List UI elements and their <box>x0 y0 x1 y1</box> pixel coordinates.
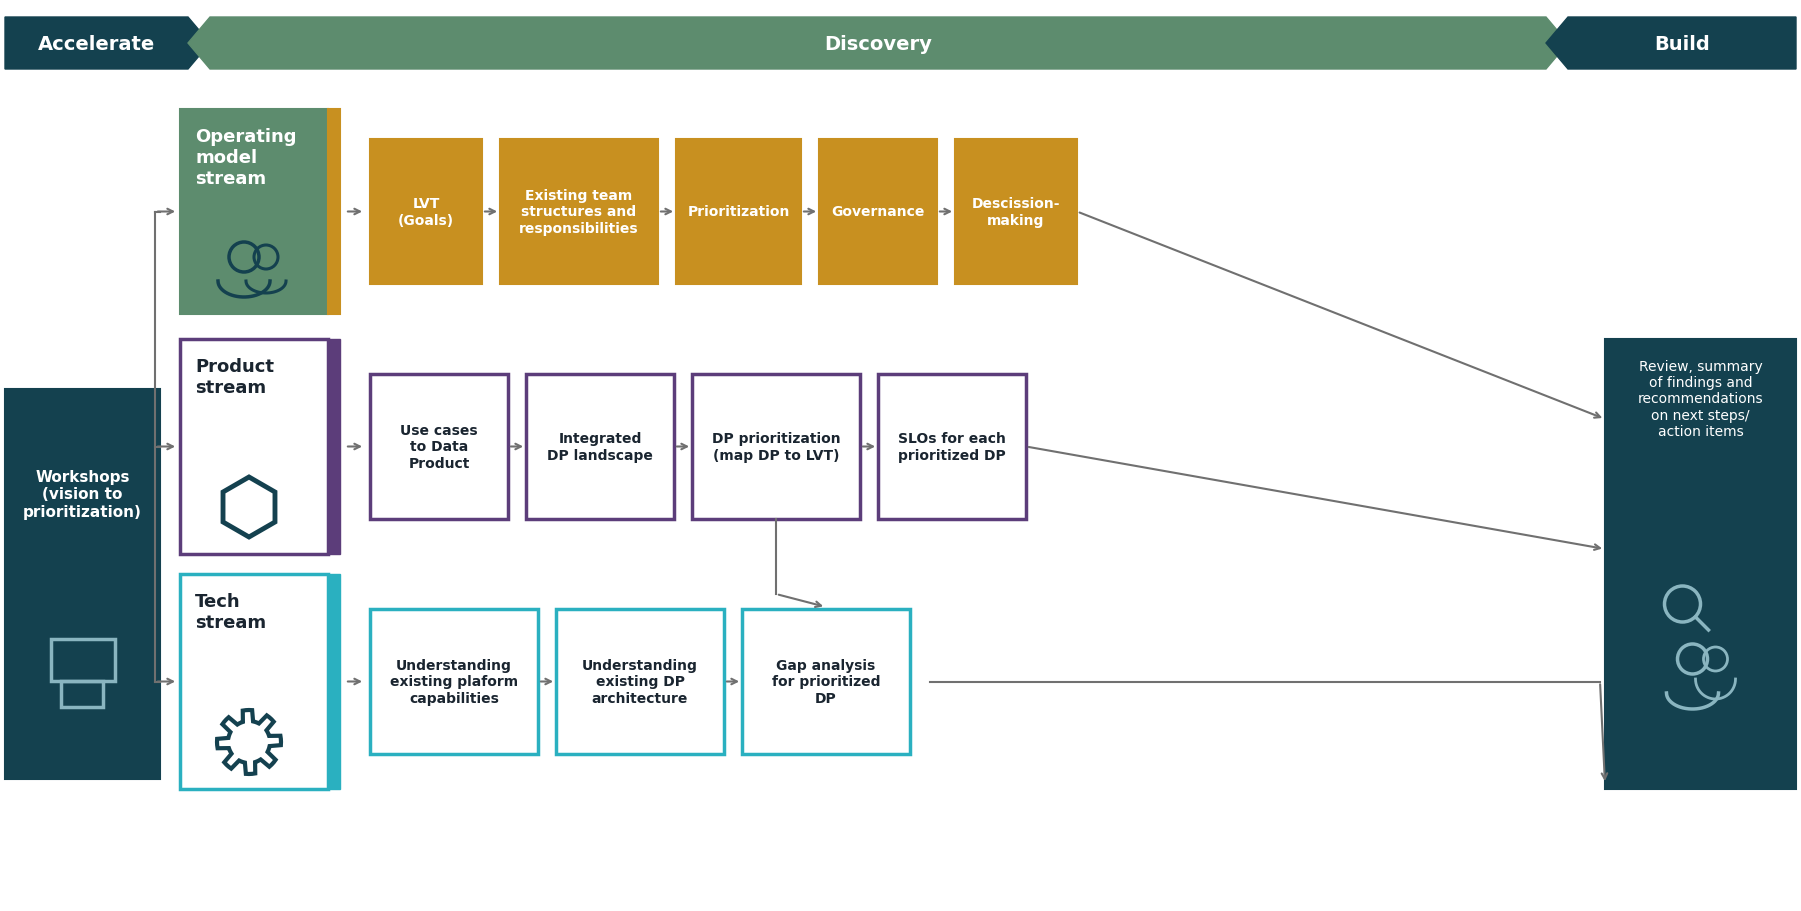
Text: Operating
model
stream: Operating model stream <box>195 128 297 188</box>
Text: Understanding
existing DP
architecture: Understanding existing DP architecture <box>582 659 699 705</box>
Polygon shape <box>5 18 211 70</box>
Text: SLOs for each
prioritized DP: SLOs for each prioritized DP <box>899 432 1007 462</box>
Text: Review, summary
of findings and
recommendations
on next steps/
action items: Review, summary of findings and recommen… <box>1637 360 1763 438</box>
Bar <box>692 374 861 519</box>
Bar <box>879 374 1027 519</box>
Bar <box>1605 340 1796 789</box>
Bar <box>50 640 115 681</box>
Bar <box>369 140 483 284</box>
Bar <box>180 340 328 555</box>
Bar <box>819 140 937 284</box>
Text: Use cases
to Data
Product: Use cases to Data Product <box>400 424 477 470</box>
Bar <box>61 681 103 707</box>
Polygon shape <box>1545 18 1796 70</box>
Text: Tech
stream: Tech stream <box>195 592 267 631</box>
Text: Discovery: Discovery <box>825 35 931 54</box>
Bar <box>675 140 801 284</box>
Text: Existing team
structures and
responsibilities: Existing team structures and responsibil… <box>519 189 639 235</box>
Text: Governance: Governance <box>832 205 924 220</box>
Text: Product
stream: Product stream <box>195 358 274 396</box>
Bar <box>742 609 910 754</box>
Text: Prioritization: Prioritization <box>688 205 789 220</box>
Bar <box>180 574 328 789</box>
Text: Understanding
existing plaform
capabilities: Understanding existing plaform capabilit… <box>391 659 519 705</box>
Text: Descission-
making: Descission- making <box>973 197 1061 228</box>
Bar <box>369 609 538 754</box>
Bar <box>328 574 340 789</box>
Bar <box>955 140 1077 284</box>
Text: DP prioritization
(map DP to LVT): DP prioritization (map DP to LVT) <box>711 432 841 462</box>
Bar <box>5 390 160 779</box>
Text: Integrated
DP landscape: Integrated DP landscape <box>548 432 654 462</box>
Bar <box>180 110 328 314</box>
Bar <box>369 374 508 519</box>
Bar <box>557 609 724 754</box>
Bar <box>328 340 340 555</box>
Text: Workshops
(vision to
prioritization): Workshops (vision to prioritization) <box>23 469 142 519</box>
Bar <box>501 140 657 284</box>
Text: Accelerate: Accelerate <box>38 35 155 54</box>
Bar <box>526 374 674 519</box>
Text: LVT
(Goals): LVT (Goals) <box>398 197 454 228</box>
Text: Gap analysis
for prioritized
DP: Gap analysis for prioritized DP <box>773 659 881 705</box>
Text: Build: Build <box>1653 35 1709 54</box>
Bar <box>328 110 340 314</box>
Polygon shape <box>187 18 1569 70</box>
